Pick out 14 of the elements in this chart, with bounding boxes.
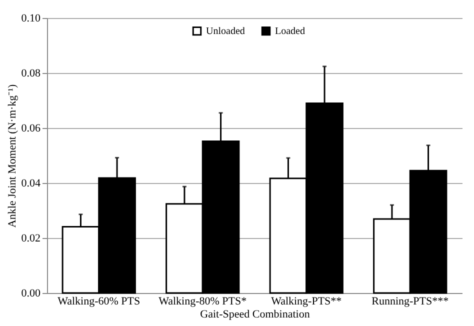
x-tick-label: Running-PTS*** (372, 296, 449, 308)
x-tick-label: Walking-80% PTS* (158, 296, 247, 308)
y-tick-label: 0.10 (21, 12, 41, 24)
x-axis-title: Gait-Speed Combination (200, 308, 310, 320)
x-tick-label: Walking-PTS** (271, 296, 342, 308)
y-tick-label: 0.06 (21, 122, 41, 134)
y-tick-label: 0.08 (21, 68, 41, 80)
x-tick-label: Walking-60% PTS (58, 296, 140, 308)
y-axis-title: Ankle Joint Moment (N·m·kg⁻¹) (6, 84, 18, 228)
y-tick-label: 0.02 (21, 232, 40, 244)
y-tick-label: 0.00 (21, 288, 41, 300)
legend-label: Unloaded (206, 26, 245, 38)
y-tick-label: 0.04 (21, 178, 41, 190)
legend-label: Loaded (275, 26, 305, 38)
